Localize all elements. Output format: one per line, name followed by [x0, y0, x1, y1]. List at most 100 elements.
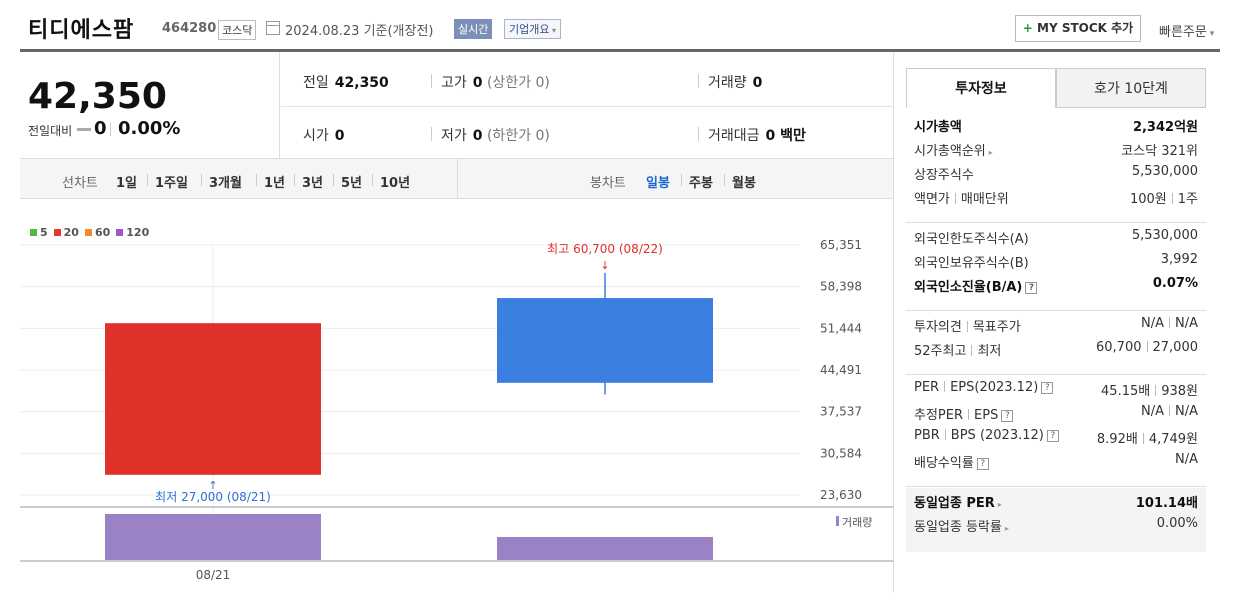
info-value-text: 27,000 [1152, 340, 1199, 355]
stat-low: 저가 0 (하한가 0) [441, 125, 550, 145]
period-10y[interactable]: 10년 [380, 176, 411, 191]
period-1w[interactable]: 1주일 [155, 176, 188, 191]
period-3y[interactable]: 3년 [302, 176, 324, 191]
chevron-down-icon: ▾ [549, 26, 557, 35]
info-label-text: 투자의견 [914, 320, 962, 335]
legend-swatch [116, 229, 124, 236]
legend-label: 120 [126, 226, 150, 239]
stat-value: 0 [472, 75, 483, 91]
value-separator [1146, 341, 1148, 352]
stat-separator [698, 74, 699, 88]
info-value: 3,992 [1161, 252, 1198, 267]
stat-separator [698, 127, 699, 141]
info-row: 외국인소진율(B/A)? 0.07% [914, 274, 1198, 296]
info-value-text: 101.14배 [1135, 496, 1198, 511]
chevron-right-icon[interactable]: ▸ [997, 500, 1002, 509]
period-5y[interactable]: 5년 [341, 176, 363, 191]
info-row: 외국인한도주식수(A) 5,530,000 [914, 226, 1198, 248]
stat-open: 시가 0 [303, 125, 345, 145]
info-value-text: N/A [1175, 404, 1198, 419]
label-separator [944, 381, 946, 392]
panel-divider [893, 52, 894, 593]
info-value: N/A N/A [1141, 316, 1198, 331]
info-label-text: 목표주가 [972, 320, 1021, 335]
value-separator [1169, 317, 1170, 328]
stock-code: 464280 [162, 21, 217, 36]
legend-label: 60 [94, 226, 111, 239]
info-row: 동일업종 등락률 ▸ 0.00% [914, 514, 1198, 536]
info-label-text: EPS(2023.12) [950, 380, 1039, 395]
realtime-button[interactable]: 실시간 [454, 19, 493, 39]
candle-body [105, 323, 321, 475]
info-label: PER EPS(2023.12)? [914, 380, 1054, 395]
candle-daily[interactable]: 일봉 [646, 176, 670, 191]
period-separator [333, 174, 334, 186]
info-label-text: 52주최고 [914, 344, 967, 359]
price-stats: 전일 42,350 고가 0 (상한가 0) 거래량 0 시가 0 저가 0 (하한가 0… [281, 52, 893, 158]
help-icon[interactable]: ? [976, 458, 989, 470]
change-percent: 0.00% [118, 118, 181, 139]
period-separator [147, 174, 148, 186]
info-value: 0.00% [1157, 516, 1198, 531]
period-separator [256, 174, 257, 186]
info-value-text: 5,530,000 [1131, 228, 1198, 243]
quick-order-menu[interactable]: 빠른주문 [1159, 21, 1214, 40]
info-label-text: 최저 [977, 344, 1002, 359]
info-row: 상장주식수 5,530,000 [914, 162, 1198, 184]
stat-label: 거래대금 [708, 128, 760, 144]
add-my-stock-button[interactable]: + MY STOCK 추가 [1015, 15, 1141, 42]
info-label-text: PER [914, 380, 940, 395]
info-value-text: 4,749원 [1148, 432, 1198, 447]
market-badge: 코스닥 [218, 20, 257, 40]
label-separator [954, 193, 956, 204]
help-icon[interactable]: ? [1001, 410, 1014, 422]
candle-body [497, 298, 713, 383]
info-label: 시가총액순위 ▸ [914, 140, 993, 159]
period-3m[interactable]: 3개월 [209, 176, 242, 191]
info-label: 배당수익률? [914, 452, 989, 471]
value-separator [1155, 385, 1157, 396]
help-icon[interactable]: ? [1041, 382, 1054, 394]
period-separator [372, 174, 373, 186]
info-label: 동일업종 PER ▸ [914, 492, 1002, 511]
header-divider [20, 49, 1220, 52]
legend-ma-60: 60 [84, 226, 111, 239]
chevron-right-icon[interactable]: ▸ [988, 148, 993, 157]
info-label-text: 외국인한도주식수(A) [914, 232, 1029, 247]
info-value-text: 0.07% [1152, 276, 1198, 291]
legend-swatch [30, 229, 37, 236]
company-overview-dropdown[interactable]: 기업개요 ▾ [504, 19, 562, 39]
legend-label: 5 [40, 226, 48, 239]
period-1d[interactable]: 1일 [116, 176, 138, 191]
info-row: 52주최고 최저 60,700 27,000 [914, 338, 1198, 360]
period-separator [724, 174, 725, 186]
info-label-text: 액면가 [914, 192, 950, 207]
info-value: 100원 1주 [1130, 188, 1198, 207]
chevron-right-icon[interactable]: ▸ [1004, 524, 1009, 533]
info-value-text: 60,700 [1096, 340, 1142, 355]
add-my-stock-label: MY STOCK 추가 [1037, 21, 1134, 35]
candle-weekly[interactable]: 주봉 [689, 176, 713, 191]
chart-control-bar: 선차트 1일 1주일 3개월 1년 3년 5년 10년 봉차트 일봉 주봉 월봉 [20, 158, 893, 199]
info-label-text: 상장주식수 [914, 168, 974, 183]
tab-investment-info[interactable]: 투자정보 [906, 68, 1056, 108]
info-row: 배당수익률? N/A [914, 450, 1198, 472]
help-icon[interactable]: ? [1025, 282, 1038, 294]
tab-orderbook-10[interactable]: 호가 10단계 [1056, 68, 1206, 108]
info-label-text: 외국인소진율(B/A) [914, 280, 1023, 295]
legend-swatch [84, 229, 92, 236]
y-tick-label: 58,398 [820, 280, 862, 294]
period-1y[interactable]: 1년 [264, 176, 286, 191]
value-separator [1169, 405, 1170, 416]
stat-label: 거래량 [708, 75, 747, 91]
stat-label: 시가 [303, 128, 329, 144]
info-value: 5,530,000 [1132, 228, 1198, 243]
current-price: 42,350 [28, 76, 167, 117]
info-row: 추정PER EPS? N/A N/A [914, 402, 1198, 424]
candle-monthly[interactable]: 월봉 [732, 176, 756, 191]
price-chart[interactable]: 5 20 60 120 65,351 58,398 51,444 44,491 37,537 3… [20, 200, 893, 593]
help-icon[interactable]: ? [1046, 430, 1059, 442]
max-price-annotation: 최고 60,700 (08/22) [547, 242, 663, 256]
overview-label: 기업개요 [509, 23, 550, 36]
info-row: 시가총액 2,342억원 [914, 114, 1198, 136]
